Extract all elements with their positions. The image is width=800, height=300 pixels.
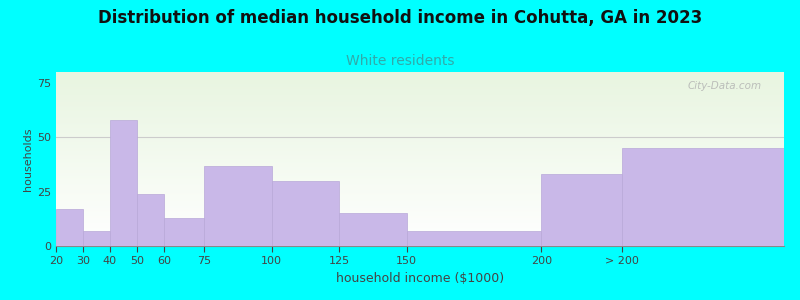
Bar	[204, 166, 272, 246]
Bar	[339, 213, 406, 246]
X-axis label: household income ($1000): household income ($1000)	[336, 272, 504, 285]
Bar	[406, 231, 542, 246]
Bar	[137, 194, 164, 246]
Bar	[56, 209, 83, 246]
Bar	[164, 218, 204, 246]
Bar	[542, 174, 622, 246]
Bar	[622, 148, 784, 246]
Text: White residents: White residents	[346, 54, 454, 68]
Bar	[83, 231, 110, 246]
Bar	[272, 181, 339, 246]
Bar	[110, 120, 137, 246]
Y-axis label: households: households	[23, 127, 33, 191]
Text: City-Data.com: City-Data.com	[688, 81, 762, 91]
Text: Distribution of median household income in Cohutta, GA in 2023: Distribution of median household income …	[98, 9, 702, 27]
